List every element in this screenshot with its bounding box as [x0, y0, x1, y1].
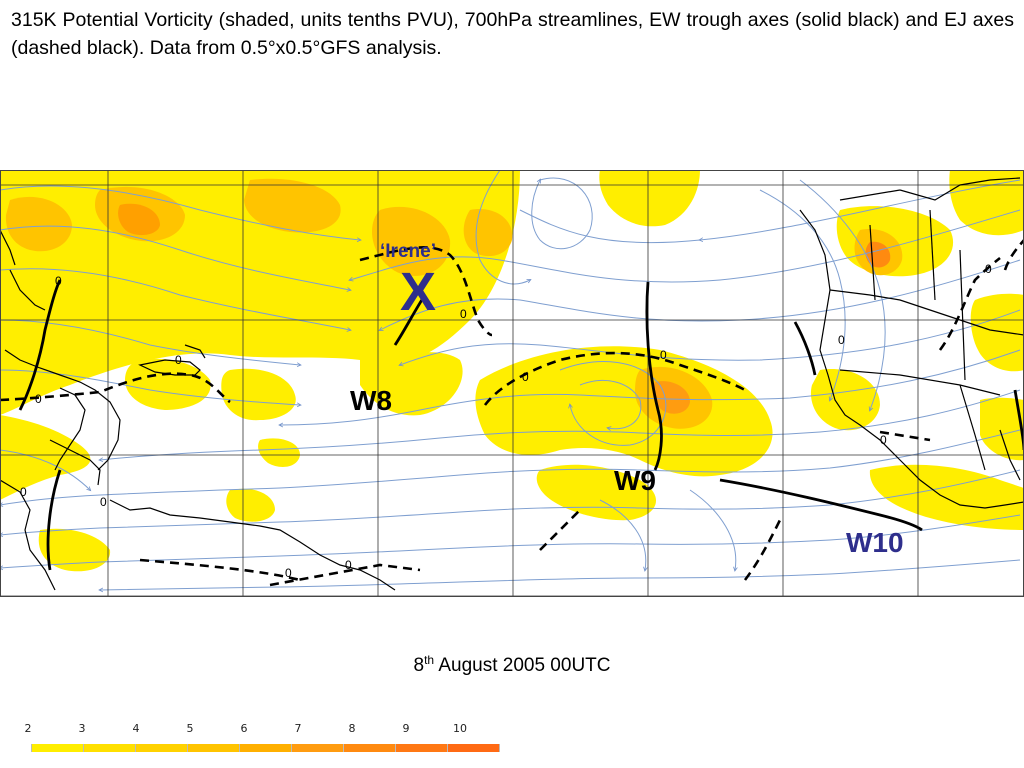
- contour-label: 0: [175, 353, 182, 367]
- wave-label-w10: W10: [846, 527, 904, 558]
- contour-label: 0: [345, 558, 352, 572]
- coastlines: [0, 177, 1024, 591]
- contour-label: 0: [100, 495, 107, 509]
- date-day: 8: [413, 655, 425, 676]
- colorbar-tick-label: 10: [453, 722, 467, 735]
- analysis-date: 8th August 2005 00UTC: [0, 653, 1024, 677]
- colorbar-cell: [0, 744, 32, 752]
- contour-label: 0: [522, 370, 529, 384]
- colorbar-cell: [136, 744, 188, 752]
- ej-axes: [0, 239, 1024, 587]
- contour-label: 0: [838, 333, 845, 347]
- storm-position-marker: X: [400, 262, 437, 322]
- colorbar-tick-label: 2: [24, 722, 32, 735]
- contour-label: 0: [35, 392, 42, 406]
- pv-streamline-map: [0, 170, 1024, 597]
- ew-axes: [18, 279, 1024, 571]
- colorbar-strip: [0, 744, 500, 752]
- wave-label-w8: W8: [350, 385, 392, 416]
- figure-caption: 315K Potential Vorticity (shaded, units …: [11, 9, 1014, 59]
- colorbar-tick-label: 3: [78, 722, 86, 735]
- colorbar-tick-label: 9: [402, 722, 410, 735]
- colorbar-cell: [448, 744, 500, 752]
- contour-label: 0: [55, 274, 62, 288]
- colorbar-tick-label: 4: [132, 722, 140, 735]
- contour-label: 0: [460, 307, 467, 321]
- colorbar-cell: [344, 744, 396, 752]
- colorbar-tick-label: 8: [348, 722, 356, 735]
- contour-label: 0: [285, 566, 292, 580]
- contour-label: 0: [985, 262, 992, 276]
- colorbar-cell: [396, 744, 448, 752]
- pv-colorbar: 2 3 4 5 6 7 8 9 10: [0, 722, 520, 762]
- colorbar-cell: [32, 744, 84, 752]
- contour-label: 0: [20, 485, 27, 499]
- colorbar-tick-label: 6: [240, 722, 248, 735]
- contour-label: 0: [880, 433, 887, 447]
- pv-shading: [0, 170, 1024, 572]
- streamlines: [0, 170, 1021, 590]
- colorbar-tick-label: 5: [186, 722, 194, 735]
- colorbar-cell: [188, 744, 240, 752]
- colorbar-cell: [240, 744, 292, 752]
- colorbar-cell: [84, 744, 136, 752]
- colorbar-tick-label: 7: [294, 722, 302, 735]
- colorbar-cell: [292, 744, 344, 752]
- storm-name-label: ‘Irene’: [380, 241, 436, 262]
- date-rest: August 2005 00UTC: [438, 655, 611, 676]
- wave-label-w9: W9: [614, 465, 656, 496]
- contour-label: 0: [660, 348, 667, 362]
- date-suffix: th: [424, 653, 435, 667]
